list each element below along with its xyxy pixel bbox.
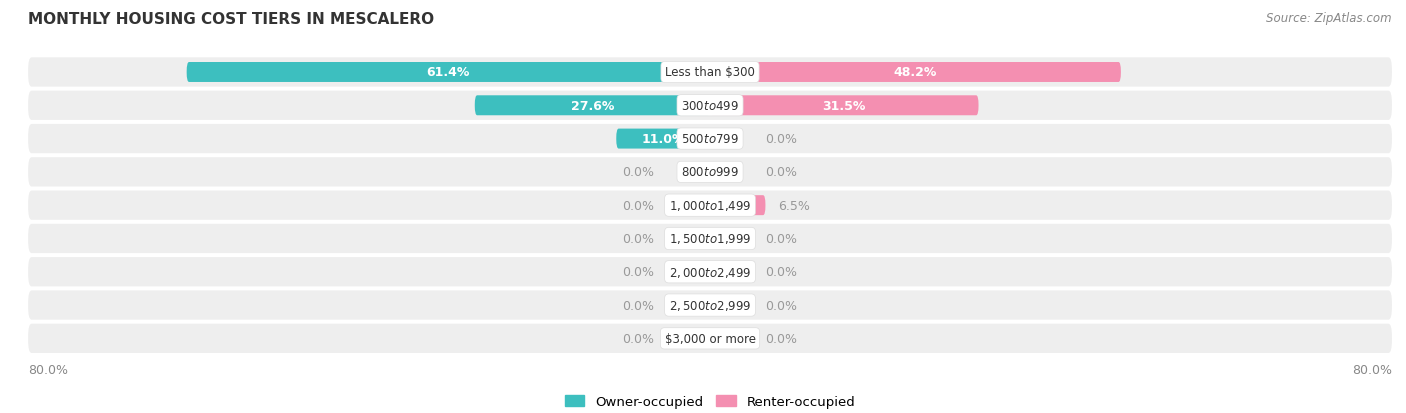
- Text: 6.5%: 6.5%: [779, 199, 810, 212]
- Text: 0.0%: 0.0%: [623, 332, 655, 345]
- FancyBboxPatch shape: [28, 91, 1392, 121]
- Text: 0.0%: 0.0%: [623, 299, 655, 312]
- FancyBboxPatch shape: [28, 291, 1392, 320]
- Text: 80.0%: 80.0%: [1353, 363, 1392, 376]
- FancyBboxPatch shape: [28, 224, 1392, 254]
- Text: Source: ZipAtlas.com: Source: ZipAtlas.com: [1267, 12, 1392, 25]
- Text: $3,000 or more: $3,000 or more: [665, 332, 755, 345]
- Text: 0.0%: 0.0%: [765, 266, 797, 279]
- FancyBboxPatch shape: [28, 58, 1392, 88]
- Text: 0.0%: 0.0%: [623, 199, 655, 212]
- Text: 11.0%: 11.0%: [641, 133, 685, 146]
- Text: 0.0%: 0.0%: [765, 166, 797, 179]
- Text: $2,500 to $2,999: $2,500 to $2,999: [669, 298, 751, 312]
- Text: 27.6%: 27.6%: [571, 100, 614, 112]
- FancyBboxPatch shape: [710, 196, 765, 216]
- FancyBboxPatch shape: [28, 158, 1392, 187]
- FancyBboxPatch shape: [710, 63, 1121, 83]
- Text: $500 to $799: $500 to $799: [681, 133, 740, 146]
- Text: $300 to $499: $300 to $499: [681, 100, 740, 112]
- FancyBboxPatch shape: [28, 257, 1392, 287]
- FancyBboxPatch shape: [187, 63, 710, 83]
- Text: 31.5%: 31.5%: [823, 100, 866, 112]
- FancyBboxPatch shape: [28, 324, 1392, 353]
- Text: $1,500 to $1,999: $1,500 to $1,999: [669, 232, 751, 246]
- Text: 0.0%: 0.0%: [765, 299, 797, 312]
- Text: $2,000 to $2,499: $2,000 to $2,499: [669, 265, 751, 279]
- FancyBboxPatch shape: [475, 96, 710, 116]
- Text: 0.0%: 0.0%: [623, 166, 655, 179]
- Text: 80.0%: 80.0%: [28, 363, 67, 376]
- Text: $800 to $999: $800 to $999: [681, 166, 740, 179]
- FancyBboxPatch shape: [616, 129, 710, 149]
- Text: 61.4%: 61.4%: [426, 66, 470, 79]
- FancyBboxPatch shape: [710, 96, 979, 116]
- Text: 0.0%: 0.0%: [623, 233, 655, 245]
- Text: 0.0%: 0.0%: [623, 266, 655, 279]
- Text: $1,000 to $1,499: $1,000 to $1,499: [669, 199, 751, 213]
- FancyBboxPatch shape: [28, 191, 1392, 220]
- Text: 0.0%: 0.0%: [765, 233, 797, 245]
- FancyBboxPatch shape: [28, 125, 1392, 154]
- Text: Less than $300: Less than $300: [665, 66, 755, 79]
- Text: MONTHLY HOUSING COST TIERS IN MESCALERO: MONTHLY HOUSING COST TIERS IN MESCALERO: [28, 12, 434, 27]
- Text: 0.0%: 0.0%: [765, 133, 797, 146]
- Text: 0.0%: 0.0%: [765, 332, 797, 345]
- Text: 48.2%: 48.2%: [894, 66, 938, 79]
- Legend: Owner-occupied, Renter-occupied: Owner-occupied, Renter-occupied: [560, 389, 860, 413]
